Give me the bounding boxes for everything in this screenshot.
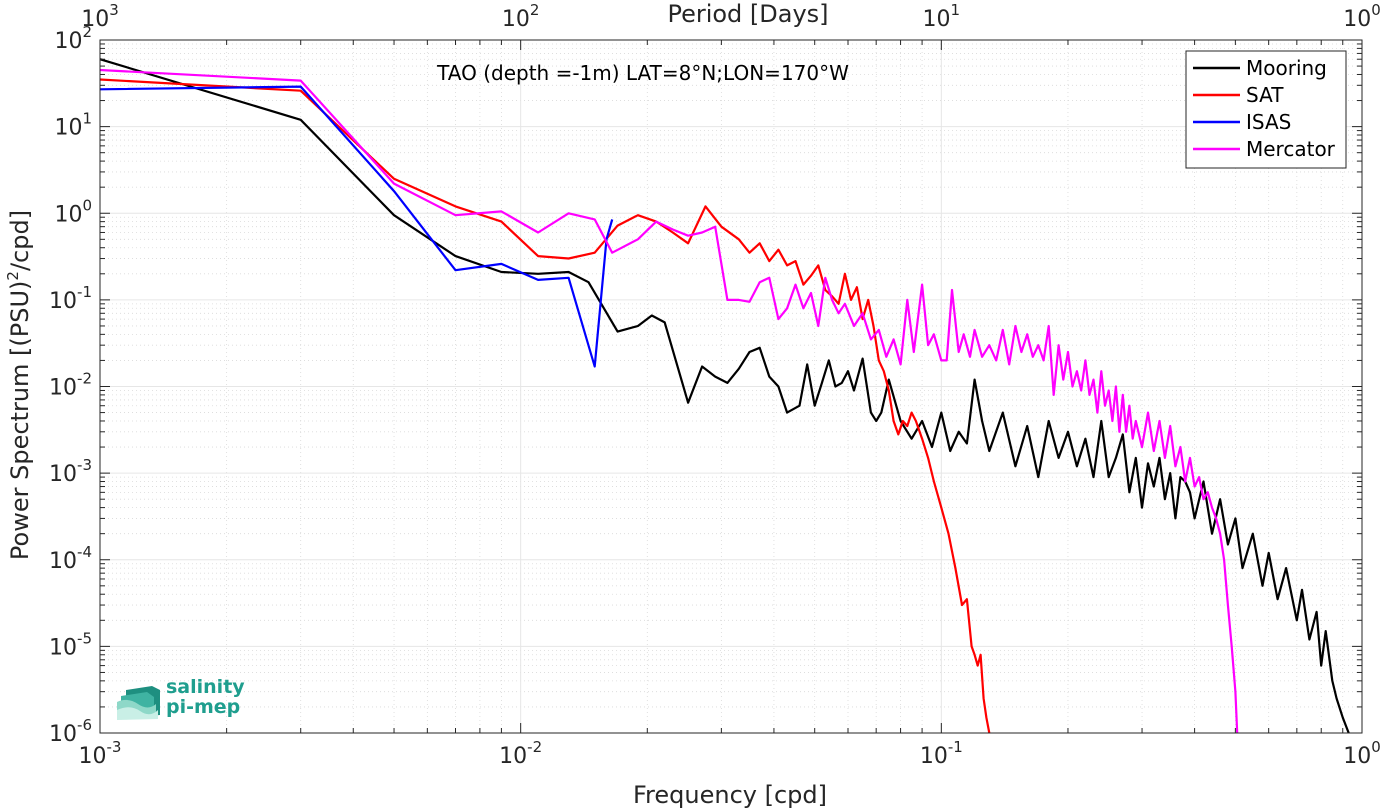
y-tick-base: 10 [54,116,82,141]
y-tick-base: 10 [49,376,77,401]
series-line-sat [100,78,991,733]
chart-title: TAO (depth =-1m) LAT=8°N;LON=170°W [436,61,849,85]
x-tick-base: 10 [1343,744,1371,769]
y-tick-exponent: -4 [77,543,92,561]
top-x-tick-label: 103 [81,1,119,32]
legend: Mooring SAT ISAS Mercator [1185,50,1347,169]
x-tick-exponent: 0 [1371,738,1381,756]
y-tick-label: 100 [54,196,92,227]
top-x-tick-base: 10 [81,7,109,32]
y-axis-title: Power Spectrum [(PSU)2/cpd] [4,210,34,560]
top-x-tick-base: 10 [923,7,951,32]
top-x-tick-base: 10 [1343,7,1371,32]
top-x-tick-exponent: 1 [951,1,961,19]
top-x-tick-exponent: 2 [530,1,540,19]
series-line-mooring [100,58,1350,733]
y-tick-base: 10 [49,289,77,314]
y-tick-exponent: 1 [82,110,92,128]
logo-wave-icon [117,686,160,720]
y-tick-exponent: 0 [82,196,92,214]
y-tick-base: 10 [54,29,82,54]
top-x-tick-label: 101 [923,1,961,32]
y-tick-exponent: -6 [77,716,92,734]
y-tick-label: 102 [54,23,92,54]
series-line-isas [100,85,614,368]
y-tick-label: 10-4 [49,543,92,574]
y-tick-base: 10 [54,202,82,227]
legend-label-sat: SAT [1246,83,1284,107]
top-x-tick-label: 100 [1343,1,1381,32]
series-line-mercator [100,68,1239,733]
y-tick-label: 10-2 [49,370,92,401]
top-x-tick-label: 102 [502,1,540,32]
logo-text-pi-mep: pi-mep [166,696,240,718]
legend-label-isas: ISAS [1246,110,1291,134]
x-tick-base: 10 [499,744,527,769]
tick-marks [99,39,1363,734]
x-tick-label: 10-2 [499,738,542,769]
y-tick-label: 101 [54,110,92,141]
top-x-tick-base: 10 [502,7,530,32]
y-tick-label: 10-1 [49,283,92,314]
top-x-tick-exponent: 0 [1371,1,1381,19]
x-tick-label: 10-1 [920,738,963,769]
y-tick-exponent: -2 [77,370,92,388]
x-tick-label: 100 [1343,738,1381,769]
x-tick-exponent: -2 [527,738,542,756]
y-tick-exponent: -1 [77,283,92,301]
series-lines [100,58,1350,733]
x-tick-base: 10 [920,744,948,769]
x-tick-label: 10-3 [79,738,122,769]
legend-label-mooring: Mooring [1246,56,1327,80]
y-tick-exponent: 2 [82,23,92,41]
y-tick-exponent: -3 [77,456,92,474]
top-x-axis-title: Period [Days] [667,0,828,28]
y-tick-label: 10-5 [49,629,92,660]
logo-text-salinity: salinity [166,676,245,698]
x-axis-title: Frequency [cpd] [633,781,827,809]
y-tick-base: 10 [49,549,77,574]
y-axis-title-superscript: 2 [4,271,22,281]
y-tick-base: 10 [49,722,77,747]
x-tick-base: 10 [79,744,107,769]
legend-label-mercator: Mercator [1246,137,1336,161]
y-tick-base: 10 [49,462,77,487]
y-tick-base: 10 [49,635,77,660]
y-tick-exponent: -5 [77,629,92,647]
y-axis-title-tail: /cpd] [6,210,34,271]
salinity-pi-mep-logo: salinity pi-mep [117,676,245,720]
y-tick-label: 10-6 [49,716,92,747]
x-tick-exponent: -3 [107,738,122,756]
y-axis-title-main: Power Spectrum [(PSU) [6,281,34,560]
top-x-tick-exponent: 3 [109,1,119,19]
x-tick-exponent: -1 [948,738,963,756]
y-tick-label: 10-3 [49,456,92,487]
